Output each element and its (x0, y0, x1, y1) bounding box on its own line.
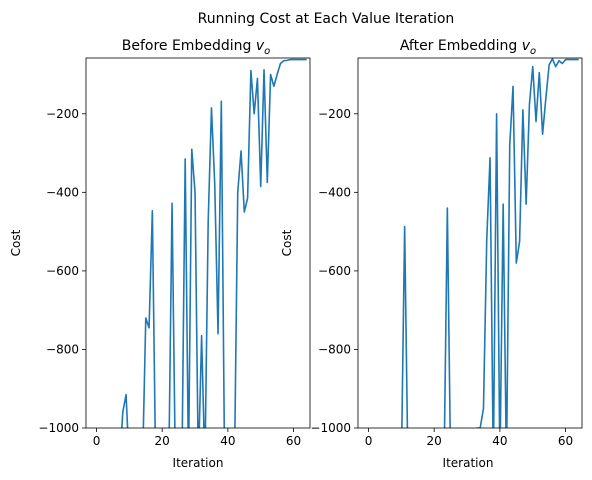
y-tick-label: −600 (46, 264, 79, 278)
y-tick-label: −400 (318, 185, 351, 199)
x-tick-label: 0 (365, 434, 373, 448)
chart-title-before: Before Embedding vo (122, 38, 271, 57)
y-axis-label-after: Cost (280, 229, 294, 256)
y-tick-label: −200 (46, 107, 79, 121)
axes-frame-before (85, 57, 311, 429)
x-tick-label: 20 (155, 434, 170, 448)
y-tick-label: −200 (318, 107, 351, 121)
series-line-before-0 (121, 58, 307, 428)
figure-suptitle: Running Cost at Each Value Iteration (198, 11, 455, 27)
x-tick-label: 40 (220, 434, 235, 448)
chart-title-after-sub: o (530, 46, 536, 57)
chart-panel-after: After Embedding vo Iteration Cost 0 20 40 6… (280, 38, 583, 470)
y-tick-label: −800 (46, 342, 79, 356)
chart-title-before-sub: o (264, 46, 270, 57)
y-tick-label: −400 (46, 185, 79, 199)
series-line-after-0 (401, 58, 579, 428)
chart-title-before-var: v (256, 38, 265, 54)
axes-frame-after (357, 57, 583, 429)
chart-title-after-var: v (522, 38, 531, 54)
chart-title-after-text: After Embedding (400, 38, 522, 54)
y-tick-label: −1000 (38, 421, 79, 435)
x-tick-label: 40 (492, 434, 507, 448)
chart-panel-before: Before Embedding vo Iteration Cost 0 20 40… (9, 38, 311, 470)
x-tick-label: 60 (558, 434, 573, 448)
chart-title-after: After Embedding vo (400, 38, 536, 57)
y-tick-label: −1000 (310, 421, 351, 435)
x-tick-label: 20 (427, 434, 442, 448)
x-tick-label: 0 (93, 434, 101, 448)
x-axis-label-before: Iteration (173, 456, 224, 470)
y-axis-label-before: Cost (9, 229, 23, 256)
chart-title-before-text: Before Embedding (122, 38, 256, 54)
x-axis-label-after: Iteration (443, 456, 494, 470)
y-tick-label: −800 (318, 342, 351, 356)
y-tick-label: −600 (318, 264, 351, 278)
x-tick-label: 60 (286, 434, 301, 448)
